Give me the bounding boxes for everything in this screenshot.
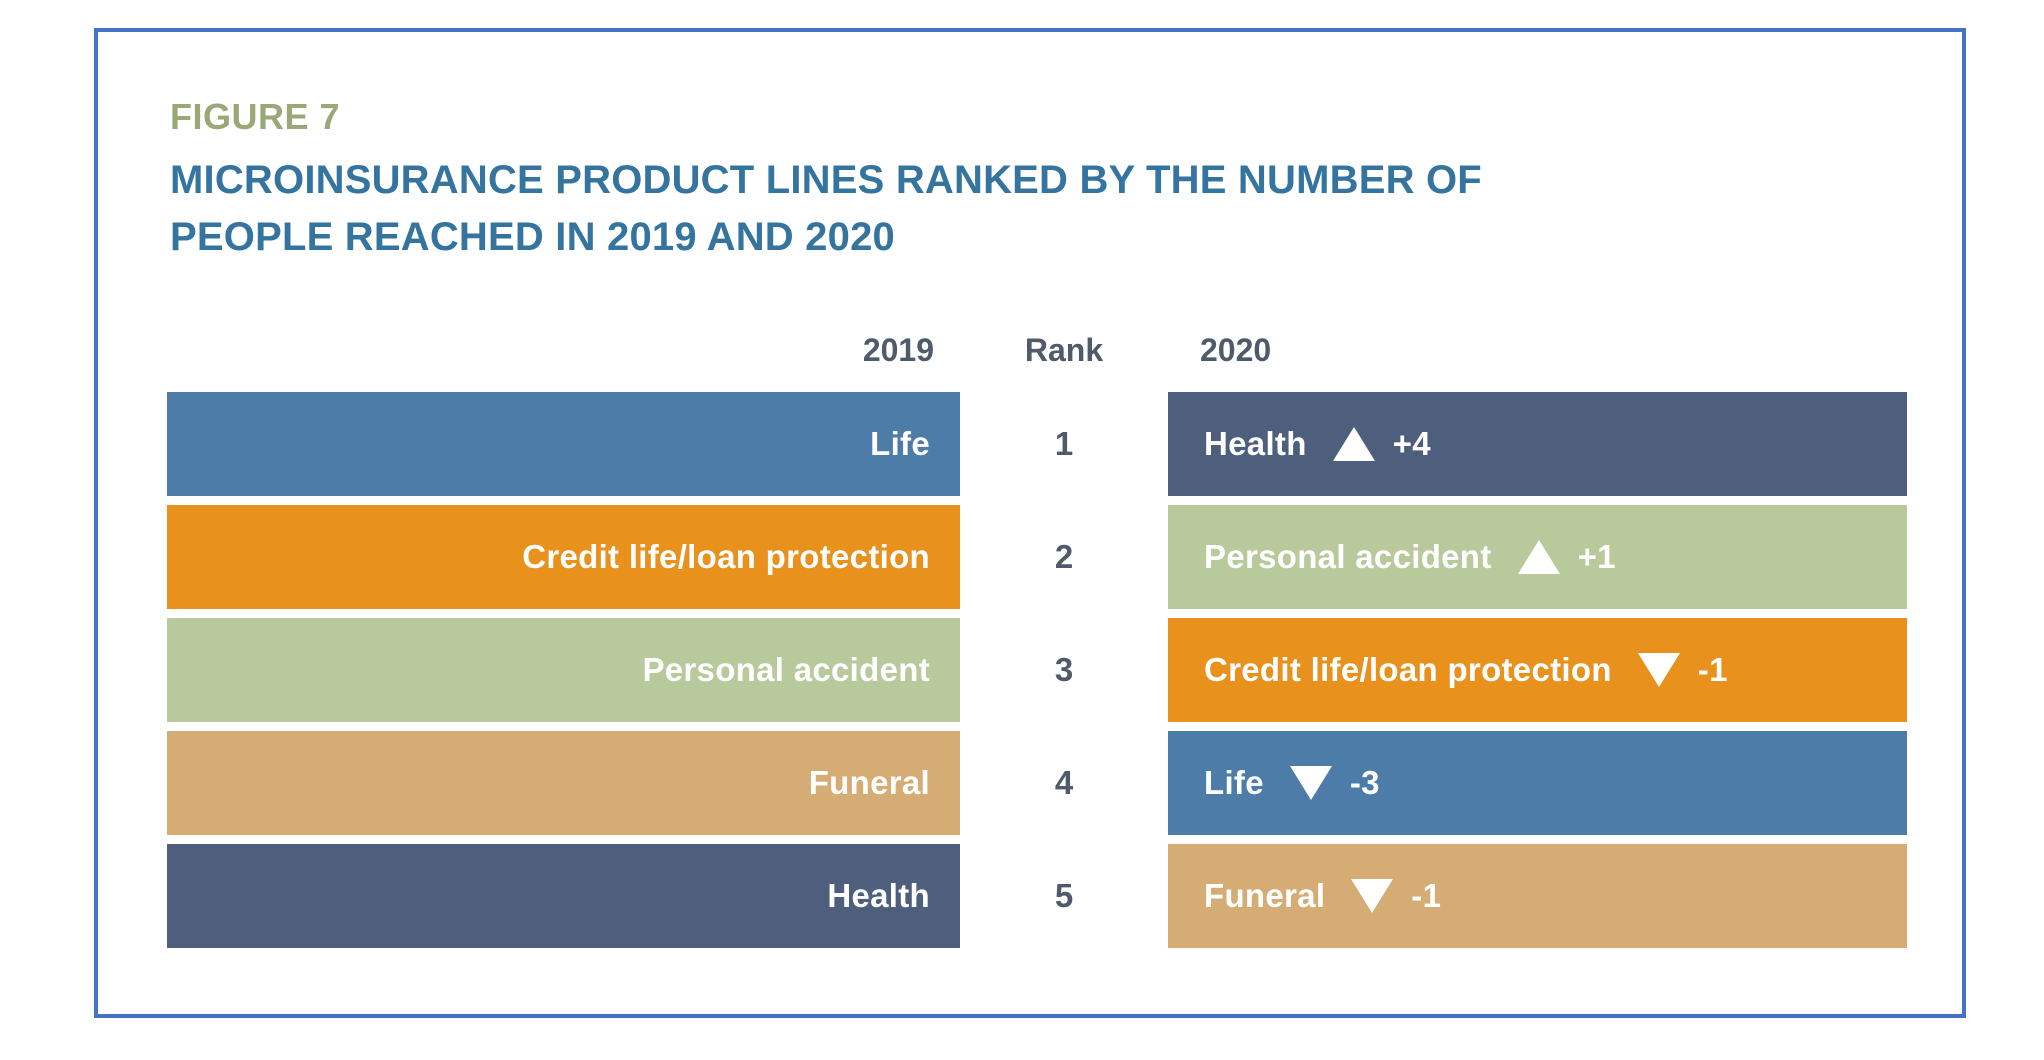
- bar-2020-credit-label: Credit life/loan protection: [1204, 651, 1612, 688]
- rank-number-2: 2: [1054, 538, 1074, 575]
- rank-number-3: 3: [1054, 651, 1074, 688]
- rank-up-icon: [1332, 427, 1375, 461]
- rank-change-value: -3: [1349, 764, 1380, 801]
- bar-2020-funeral: Funeral -1: [1168, 844, 1907, 948]
- rank-down-icon: [1289, 766, 1332, 800]
- rank-number-1: 1: [1054, 425, 1074, 462]
- rank-number-5: 5: [1054, 877, 1074, 914]
- rank-change-value: +1: [1577, 538, 1616, 575]
- rank-row-5: Health 5 Funeral -1: [0, 844, 2044, 948]
- bar-2019-health-label: Health: [827, 877, 930, 914]
- bar-2019-personal-accident: Personal accident: [167, 618, 960, 722]
- column-header-2019: 2019: [862, 332, 934, 368]
- bar-2019-funeral-label: Funeral: [808, 764, 930, 801]
- bar-2019-life: Life: [167, 392, 960, 496]
- bar-2019-personal-accident-label: Personal accident: [642, 651, 930, 688]
- bar-2020-health-label: Health: [1204, 425, 1307, 462]
- rank-change-value: +4: [1392, 425, 1431, 462]
- rank-row-4: Funeral 4 Life -3: [0, 731, 2044, 835]
- rank-row-1: Life 1 Health +4: [0, 392, 2044, 496]
- bar-2019-credit-label: Credit life/loan protection: [522, 538, 930, 575]
- bar-2020-funeral-label: Funeral: [1204, 877, 1326, 914]
- column-header-2020: 2020: [1200, 332, 1272, 368]
- bar-2019-credit: Credit life/loan protection: [167, 505, 960, 609]
- bar-2020-credit: Credit life/loan protection -1: [1168, 618, 1907, 722]
- rank-number-4: 4: [1054, 764, 1074, 801]
- bar-2020-life-label: Life: [1204, 764, 1264, 801]
- bar-2020-life: Life -3: [1168, 731, 1907, 835]
- bar-2020-health: Health +4: [1168, 392, 1907, 496]
- figure-title: MICROINSURANCE PRODUCT LINES RANKED BY T…: [170, 158, 1482, 259]
- ranking-rows: Life 1 Health +4 Credit life/loan protec…: [0, 392, 2044, 948]
- bar-2019-health: Health: [167, 844, 960, 948]
- rank-up-icon: [1517, 540, 1560, 574]
- rank-change-value: -1: [1411, 877, 1442, 914]
- figure-number-label: FIGURE 7: [170, 96, 341, 137]
- rank-down-icon: [1351, 879, 1394, 913]
- column-header-rank: Rank: [1024, 332, 1104, 368]
- rank-row-3: Personal accident 3 Credit life/loan pro…: [0, 618, 2044, 722]
- bar-2019-life-label: Life: [870, 425, 930, 462]
- bar-2020-personal-accident-label: Personal accident: [1204, 538, 1492, 575]
- rank-down-icon: [1637, 653, 1680, 687]
- bar-2019-funeral: Funeral: [167, 731, 960, 835]
- bar-2020-personal-accident: Personal accident +1: [1168, 505, 1907, 609]
- rank-row-2: Credit life/loan protection 2 Personal a…: [0, 505, 2044, 609]
- rank-change-value: -1: [1697, 651, 1728, 688]
